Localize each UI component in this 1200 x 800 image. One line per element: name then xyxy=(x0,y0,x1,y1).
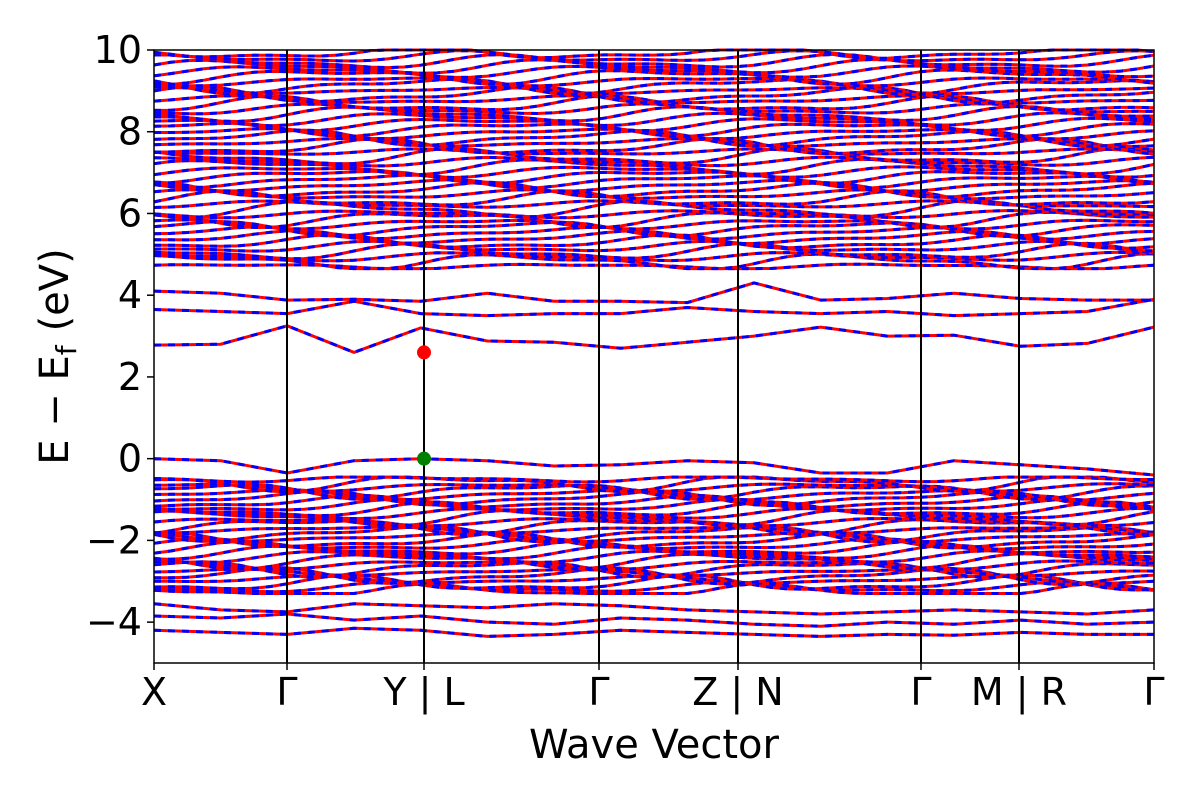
y-tick-label: 4 xyxy=(118,273,142,317)
valence-band-16 xyxy=(153,525,1155,535)
y-tick-label: 10 xyxy=(94,28,142,72)
valence-band-6 xyxy=(153,560,1155,579)
valence-band-18 xyxy=(153,516,1155,528)
conduction-band-43 xyxy=(153,52,1155,70)
valence-band-11 xyxy=(153,539,1155,556)
band-cb2 xyxy=(153,297,1155,318)
conduction-band-31 xyxy=(153,111,1155,128)
conduction-band-28 xyxy=(154,127,1155,141)
valence-band-28 xyxy=(153,475,1155,494)
conduction-band-23 xyxy=(153,146,1155,166)
y-tick-label: 6 xyxy=(118,191,142,235)
valence-band-7 xyxy=(153,559,1154,571)
conduction-band-15 xyxy=(153,188,1155,201)
valence-band-14 xyxy=(153,531,1155,544)
conduction-band-14 xyxy=(153,189,1155,207)
conduction-band-45 xyxy=(153,48,1155,60)
conduction-band-37 xyxy=(153,85,1155,96)
band-vb1 xyxy=(153,457,1155,477)
conduction-band-10 xyxy=(153,210,1154,230)
conduction-band-1 xyxy=(153,252,1155,271)
valence-band-17 xyxy=(153,518,1155,537)
y-tick-label: −4 xyxy=(86,600,142,644)
band-cb3 xyxy=(153,281,1154,305)
valence-band-8 xyxy=(153,552,1155,571)
conduction-band-3 xyxy=(153,241,1155,261)
valence-band-15 xyxy=(153,524,1155,544)
band-cb1 xyxy=(153,324,1155,355)
band-vb_deep2 xyxy=(153,612,1155,628)
x-ticks: X Γ Y | L Γ Z | N Γ M | R Γ xyxy=(141,663,1165,715)
x-tick-label: Γ xyxy=(276,670,297,714)
y-axis-label-subscript: f xyxy=(50,344,83,355)
conduction-band-2 xyxy=(153,250,1155,263)
band-vb1 xyxy=(153,457,1155,477)
high-symmetry-lines xyxy=(286,50,1020,663)
conduction-band-29 xyxy=(153,121,1155,139)
x-tick-label: Γ xyxy=(910,670,931,714)
x-axis-label: Wave Vector xyxy=(529,722,780,768)
conduction-band-4 xyxy=(153,239,1155,253)
bands-layer xyxy=(153,48,1155,638)
band-cb3 xyxy=(153,281,1154,305)
conduction-band-17 xyxy=(153,178,1155,194)
band-vb_deep1 xyxy=(153,602,1155,616)
valence-band-13 xyxy=(153,531,1155,550)
conduction-band-18 xyxy=(153,173,1155,190)
conduction-band-38 xyxy=(153,77,1155,97)
conduction-band-39 xyxy=(153,76,1155,88)
conduction-band-21 xyxy=(153,157,1155,177)
conduction-band-11 xyxy=(153,209,1155,220)
conduction-band-25 xyxy=(153,136,1155,156)
extrema-markers xyxy=(417,345,431,466)
conduction-band-36 xyxy=(153,84,1155,105)
plot-frame xyxy=(153,49,1155,664)
y-tick-label: 0 xyxy=(118,437,142,481)
band-vb_deep3 xyxy=(153,626,1154,638)
conduction-band-26 xyxy=(153,136,1155,149)
x-tick-label: M | R xyxy=(971,670,1067,715)
conduction-band-24 xyxy=(153,147,1155,156)
conduction-band-41 xyxy=(153,64,1155,79)
valence-band-23 xyxy=(153,493,1155,510)
conduction-band-7 xyxy=(153,225,1155,241)
conduction-band-20 xyxy=(153,165,1155,180)
x-tick-label: Y | L xyxy=(382,670,464,715)
y-tick-label: 2 xyxy=(118,355,142,399)
y-axis-label-unit: (eV) xyxy=(32,248,78,331)
conduction-band-30 xyxy=(153,116,1155,133)
y-axis-label-main: E − E xyxy=(32,355,78,465)
valence-band-5 xyxy=(153,567,1155,578)
conduction-band-44 xyxy=(153,49,1155,63)
conduction-band-9 xyxy=(153,218,1155,231)
conduction-band-8 xyxy=(153,220,1155,238)
valence-band-27 xyxy=(153,482,1155,493)
conduction-band-42 xyxy=(153,57,1155,75)
y-tick-label: 8 xyxy=(118,110,142,154)
y-axis-label: E − Ef (eV) xyxy=(32,248,83,465)
valence-band-1 xyxy=(153,580,1155,594)
conduction-band-10 xyxy=(153,210,1154,230)
vbm-marker xyxy=(417,451,431,466)
x-tick-label: Γ xyxy=(588,670,609,714)
x-tick-label: Γ xyxy=(1143,670,1164,714)
valence-band-22 xyxy=(153,497,1155,513)
valence-band-26 xyxy=(153,482,1155,501)
cbm-marker xyxy=(417,345,431,360)
conduction-band-19 xyxy=(153,169,1155,186)
valence-band-29 xyxy=(153,475,1154,484)
conduction-band-16 xyxy=(153,180,1155,199)
valence-band-21 xyxy=(153,500,1155,518)
x-tick-label: Z | N xyxy=(692,670,783,715)
conduction-band-32 xyxy=(153,104,1155,124)
x-tick-label: X xyxy=(141,670,167,714)
band-cb1 xyxy=(153,324,1155,355)
y-ticks: −4 −2 0 2 4 6 8 10 xyxy=(86,28,154,644)
valence-band-0 xyxy=(153,582,1155,595)
valence-band-12 xyxy=(153,536,1155,551)
y-tick-label: −2 xyxy=(86,518,142,562)
